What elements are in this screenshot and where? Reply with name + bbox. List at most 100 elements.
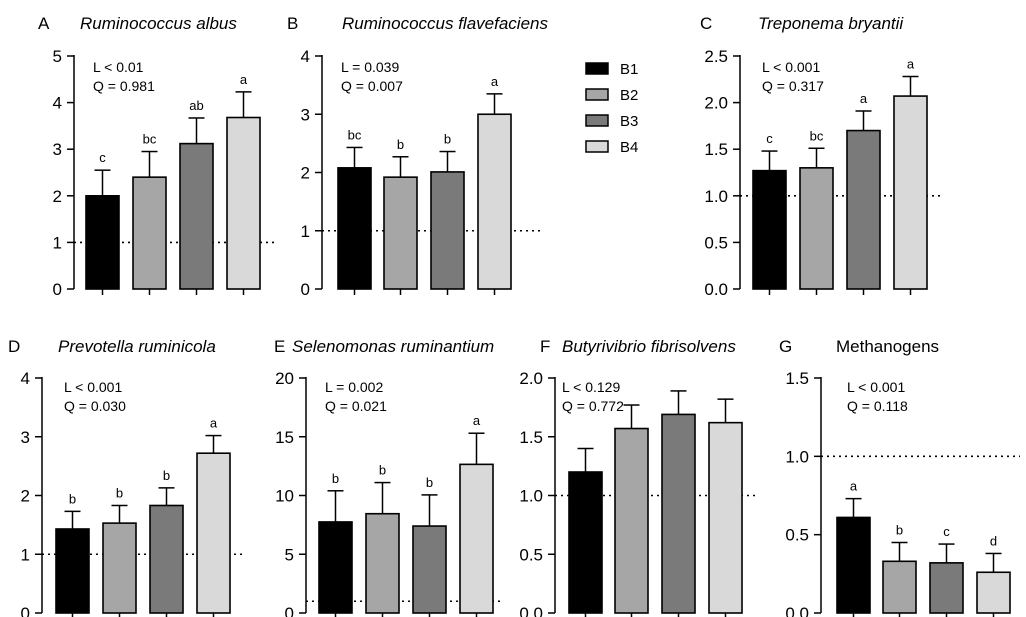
y-tick-label: 2 <box>53 187 62 206</box>
bar <box>179 142 214 290</box>
y-tick-label: 2.0 <box>519 369 543 388</box>
legend: B1 B2 B3 B4 <box>585 61 638 156</box>
significance-letter: bc <box>810 128 824 143</box>
y-tick-label: 5 <box>285 545 294 564</box>
significance-letter: b <box>116 485 123 500</box>
significance-letter: b <box>379 463 386 478</box>
significance-letter: b <box>426 475 433 490</box>
significance-letter: a <box>473 413 481 428</box>
bar <box>85 195 120 290</box>
bar <box>882 560 917 614</box>
bar <box>568 471 603 614</box>
y-tick-label: 0 <box>53 280 62 299</box>
bar <box>132 176 167 290</box>
bar <box>226 116 261 290</box>
chart-panel: C Treponema bryantii 0.0 0.5 1.0 1.5 2.0 2.5 c bc… <box>700 14 940 299</box>
bar <box>477 113 512 290</box>
panel-title: Ruminococcus albus <box>80 14 237 33</box>
stat-text: L < 0.001 <box>847 379 905 395</box>
stat-text: L < 0.001 <box>762 59 820 75</box>
bar <box>752 169 787 290</box>
stat-text: Q = 0.981 <box>93 78 155 94</box>
chart-panel: D Prevotella ruminicola 0 1 2 3 4 b b b a L < 0.001… <box>8 337 242 617</box>
stat-text: Q = 0.021 <box>325 398 387 414</box>
panel-title: Treponema bryantii <box>758 14 904 33</box>
significance-letter: c <box>943 524 950 539</box>
legend-label: B1 <box>620 61 638 78</box>
significance-letter: b <box>896 523 903 538</box>
y-tick-label: 0.0 <box>785 604 809 617</box>
y-tick-label: 0.0 <box>519 604 543 617</box>
bar <box>976 571 1011 614</box>
bar <box>799 167 834 290</box>
y-tick-label: 4 <box>21 369 30 388</box>
significance-letter: a <box>860 91 868 106</box>
y-tick-label: 0 <box>21 604 30 617</box>
chart-panel: A Ruminococcus albus 0 1 2 3 4 5 c bc ab a L < 0.01 Q… <box>38 14 276 299</box>
legend-swatch <box>585 114 609 127</box>
stat-text: L = 0.039 <box>341 59 399 75</box>
y-tick-label: 0.5 <box>519 545 543 564</box>
stat-text: Q = 0.118 <box>847 398 908 414</box>
y-tick-label: 1.5 <box>704 140 728 159</box>
y-tick-label: 1.5 <box>519 428 543 447</box>
panel-letter: F <box>540 337 550 356</box>
panel-letter: A <box>38 14 50 33</box>
significance-letter: b <box>69 491 76 506</box>
panel-letter: D <box>8 337 20 356</box>
y-tick-label: 3 <box>21 428 30 447</box>
y-tick-label: 0 <box>285 604 294 617</box>
y-tick-label: 1.0 <box>519 487 543 506</box>
bar <box>893 95 928 290</box>
y-tick-label: 3 <box>53 140 62 159</box>
bar <box>929 562 964 614</box>
chart-panel: F Butyrivibrio fibrisolvens 0.0 0.5 1.0 1.5 2.… <box>519 337 757 617</box>
chart-panel: E Selenomonas ruminantium 0 5 10 15 20 b b b a L = … <box>274 337 502 617</box>
panel-letter: G <box>779 337 792 356</box>
significance-letter: d <box>990 533 997 548</box>
stat-text: L < 0.01 <box>93 59 144 75</box>
y-tick-label: 15 <box>275 428 294 447</box>
bar <box>337 167 372 290</box>
significance-letter: a <box>491 74 499 89</box>
bar <box>365 512 400 614</box>
stat-text: Q = 0.030 <box>64 398 126 414</box>
y-tick-label: 2 <box>21 487 30 506</box>
stat-text: L = 0.002 <box>325 379 383 395</box>
significance-letter: bc <box>143 132 157 147</box>
bar <box>149 504 184 614</box>
y-tick-label: 10 <box>275 487 294 506</box>
panel-letter: C <box>700 14 712 33</box>
panel-title: Butyrivibrio fibrisolvens <box>562 337 736 356</box>
bar <box>708 421 743 614</box>
significance-letter: b <box>332 471 339 486</box>
stat-text: L < 0.001 <box>64 379 122 395</box>
y-tick-label: 3 <box>301 105 310 124</box>
significance-letter: c <box>99 150 106 165</box>
y-tick-label: 1.0 <box>704 187 728 206</box>
y-tick-label: 1 <box>21 545 30 564</box>
significance-letter: b <box>163 468 170 483</box>
panel-title: Ruminococcus flavefaciens <box>342 14 548 33</box>
bar <box>318 521 353 614</box>
y-tick-label: 0.0 <box>704 280 728 299</box>
bar <box>383 176 418 290</box>
bar <box>846 129 881 290</box>
y-tick-label: 0.5 <box>785 526 809 545</box>
stat-text: Q = 0.317 <box>762 78 824 94</box>
significance-letter: b <box>397 137 404 152</box>
significance-letter: b <box>444 132 451 147</box>
legend-label: B2 <box>620 87 638 104</box>
y-tick-label: 20 <box>275 369 294 388</box>
legend-swatch <box>585 88 609 101</box>
bar <box>412 525 447 614</box>
panel-title: Methanogens <box>836 337 939 356</box>
y-tick-label: 4 <box>53 94 62 113</box>
bar <box>196 452 231 614</box>
significance-letter: ab <box>189 98 203 113</box>
y-tick-label: 0 <box>301 280 310 299</box>
legend-label: B4 <box>620 139 638 156</box>
y-tick-label: 1 <box>53 233 62 252</box>
